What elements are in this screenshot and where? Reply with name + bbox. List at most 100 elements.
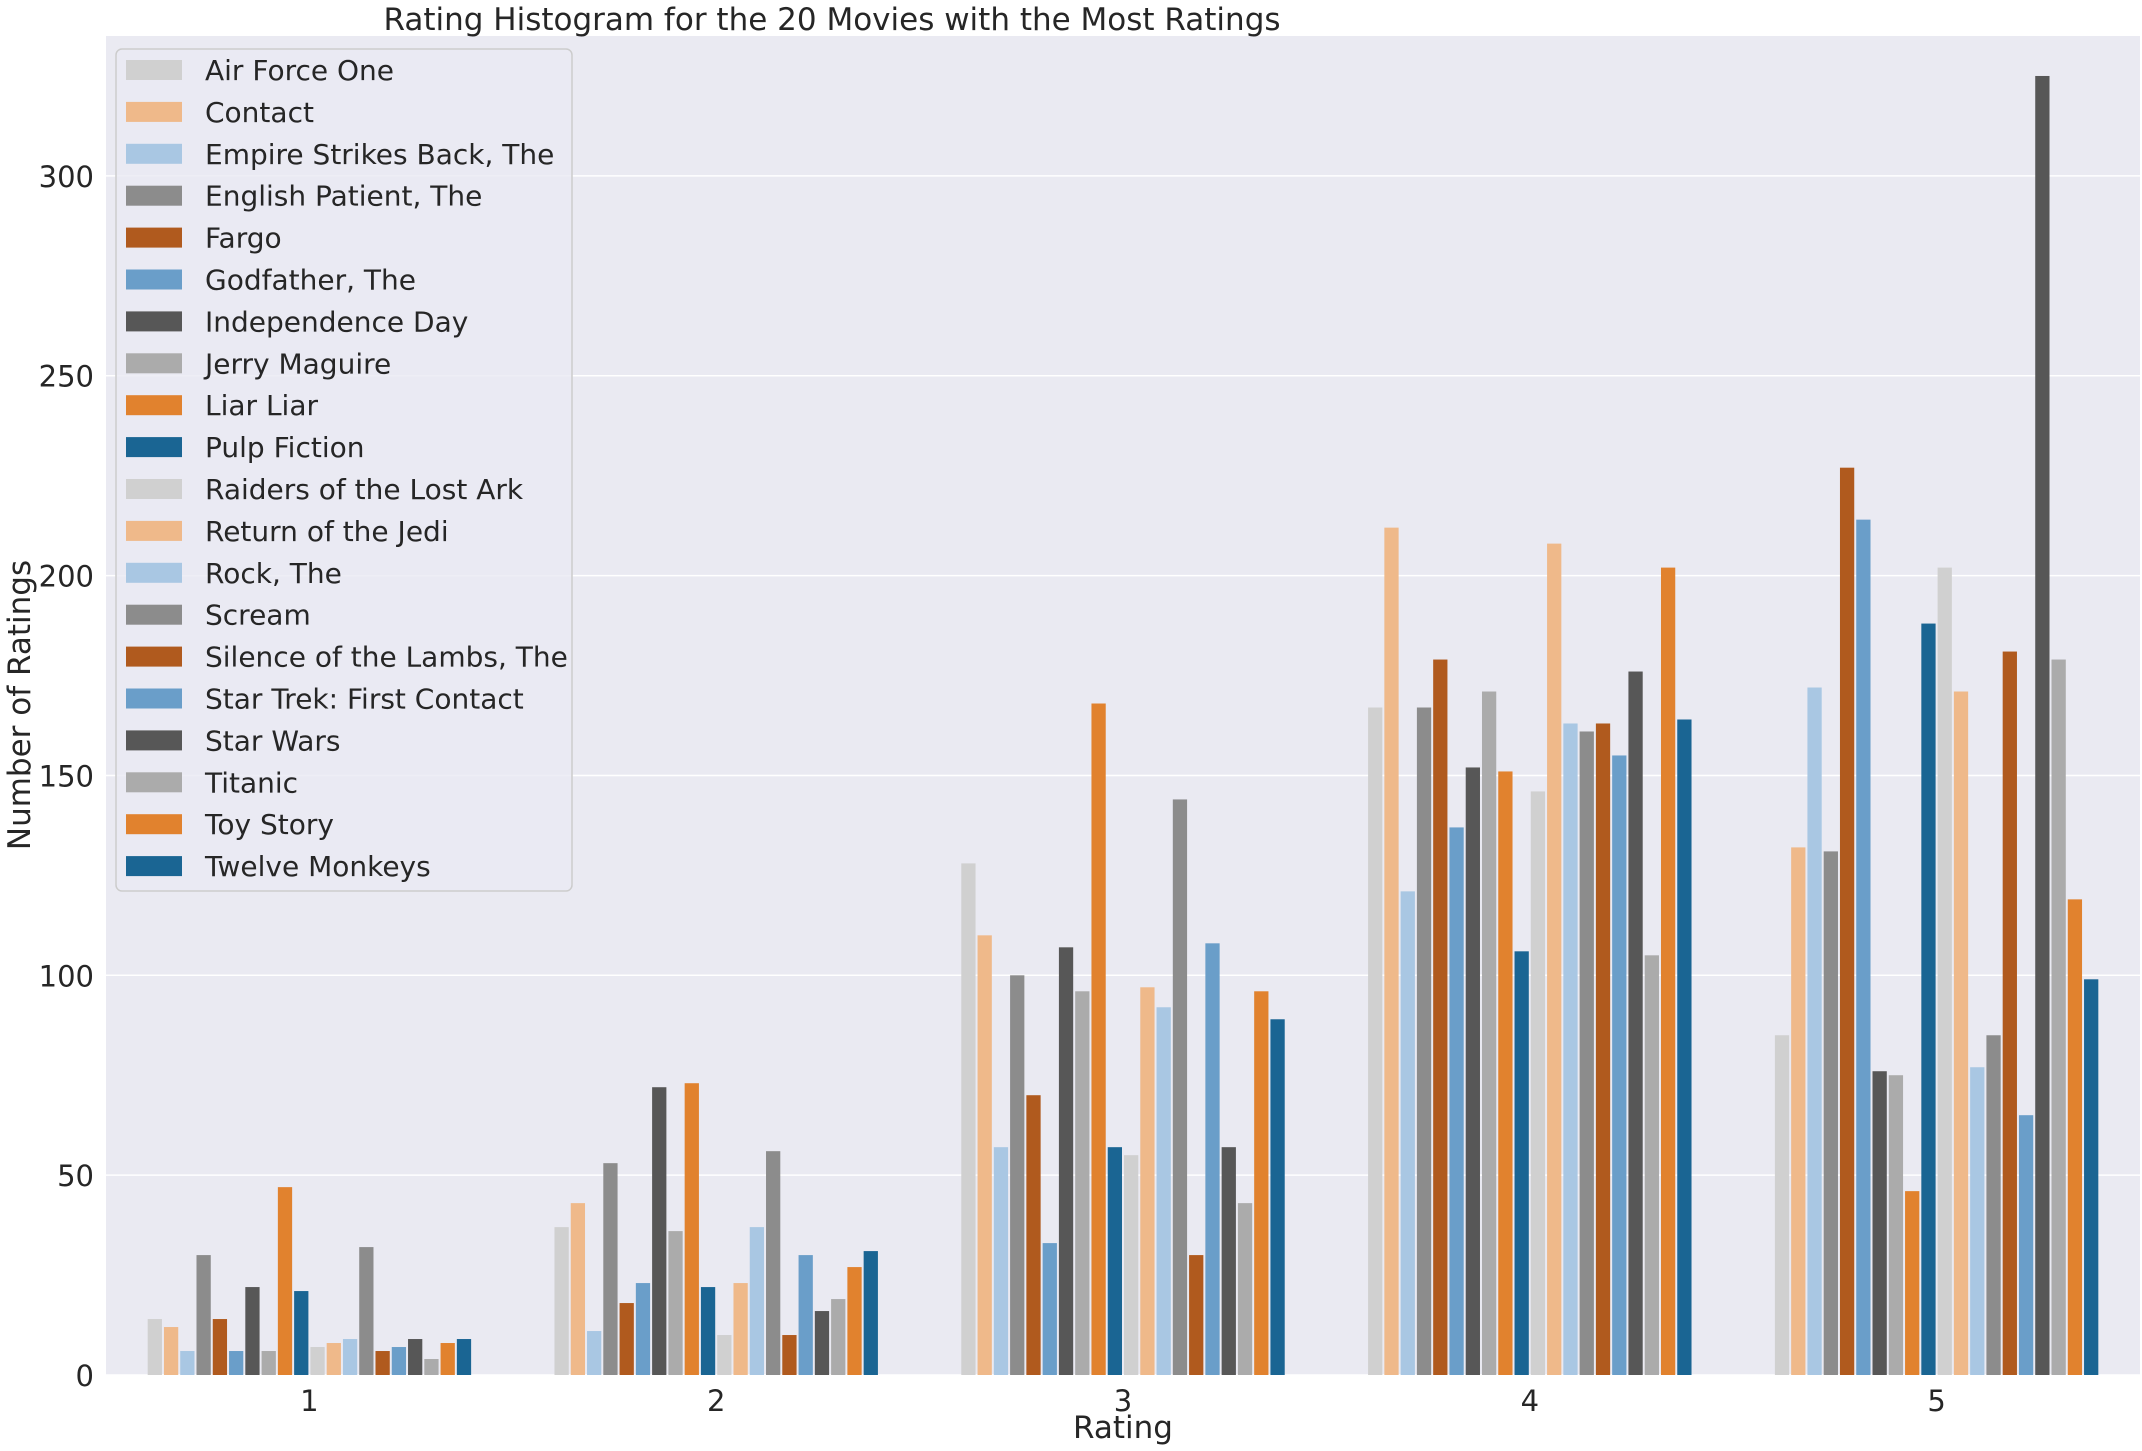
bar [2035,75,2050,1376]
bar [749,1227,765,1375]
bar [359,1247,374,1375]
bar [1807,687,1822,1375]
x-tick-label: 3 [1114,1384,1132,1418]
bar [587,1331,602,1375]
legend-swatch [126,856,182,877]
bar [782,1335,797,1375]
legend-swatch [126,730,182,751]
bar [294,1291,309,1375]
x-tick-label: 2 [707,1384,725,1418]
legend-swatch [126,688,182,709]
bar [977,935,992,1375]
y-tick-label: 0 [76,1359,94,1393]
bar [310,1347,325,1375]
bar [1514,951,1529,1375]
legend-label: Scream [205,599,311,632]
y-tick-label: 300 [39,160,94,194]
legend-label: Liar Liar [205,389,318,422]
bar [212,1319,228,1375]
bar [1953,691,1969,1375]
legend-swatch [126,60,182,80]
bar [1970,1067,1985,1375]
legend-swatch [126,520,182,541]
legend-label: Star Trek: First Contact [205,683,524,716]
legend-label: Pulp Fiction [205,431,364,464]
bar [424,1359,439,1375]
bar [1270,1019,1285,1375]
bar [700,1287,716,1375]
legend-label: Jerry Maguire [203,347,391,380]
bar [1856,519,1871,1375]
bar [1791,847,1806,1375]
bar [1547,543,1562,1375]
bar [1823,851,1838,1375]
bar [180,1351,195,1375]
bar [1579,731,1594,1375]
bar [1498,771,1513,1375]
legend-swatch [126,311,182,332]
legend-items: Air Force One Contact Empire Strikes Back,… [126,54,568,883]
bar [570,1203,586,1375]
legend-label: Titanic [204,766,298,799]
bar [652,1087,667,1375]
legend-swatch [126,353,182,374]
bar [766,1151,781,1375]
legend-swatch [126,269,182,290]
bar [831,1299,846,1375]
bar [326,1343,341,1375]
bar [1384,527,1399,1375]
bar [277,1187,293,1375]
bar [1433,659,1448,1375]
legend-swatch [126,772,182,793]
bar [1937,567,1952,1375]
legend-swatch [126,562,182,583]
bar [2067,899,2083,1375]
legend-label: Silence of the Lambs, The [205,641,568,674]
bar [961,863,976,1375]
bar [2084,979,2099,1375]
bar [733,1283,748,1375]
y-tick-label: 250 [39,360,94,394]
bar [1156,1007,1171,1375]
y-tick-label: 50 [57,1159,94,1193]
bar [440,1343,455,1375]
legend-swatch [126,101,182,122]
bar [245,1287,260,1375]
x-tick-label: 4 [1521,1384,1539,1418]
bar [1612,755,1627,1375]
bar [814,1311,830,1375]
bar [1872,1071,1887,1375]
legend-label: Raiders of the Lost Ark [205,473,524,506]
bar [603,1163,618,1375]
bar [1677,719,1692,1375]
legend-label: Contact [205,96,314,129]
bar [1986,1035,2001,1375]
bar [147,1319,162,1375]
bar [1905,1191,1920,1375]
bar [1888,1075,1904,1375]
bar [717,1335,732,1375]
bar [1254,991,1269,1375]
y-tick-label: 150 [39,759,94,793]
legend-swatch [126,814,182,835]
x-tick-labels: 1 2 3 4 5 [300,1384,1946,1418]
legend: Air Force One Contact Empire Strikes Back,… [115,48,573,892]
bar [1058,947,1074,1375]
bar [1140,987,1155,1375]
bar [1774,1035,1790,1375]
legend-label: Rock, The [205,557,342,590]
legend-label: Star Wars [205,724,340,757]
bar [1107,1147,1122,1375]
legend-label: Empire Strikes Back, The [205,138,554,171]
legend-label: Independence Day [205,305,468,338]
bar [1416,707,1432,1375]
bar [619,1303,634,1375]
legend-swatch [126,604,182,625]
bar [1628,671,1643,1375]
bar [668,1231,683,1375]
legend-label: Godfather, The [205,264,416,297]
bar [2051,659,2066,1375]
bar [847,1267,862,1375]
bar [391,1347,407,1375]
